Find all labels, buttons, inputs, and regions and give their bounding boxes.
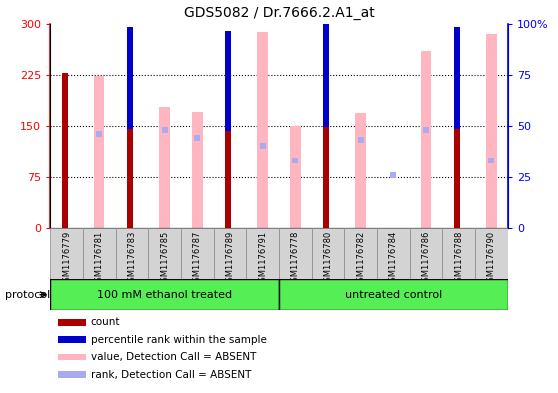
Text: GSM1176784: GSM1176784 xyxy=(389,230,398,287)
Bar xyxy=(214,228,246,279)
Bar xyxy=(148,228,181,279)
Bar xyxy=(160,107,170,228)
Bar xyxy=(225,74,231,228)
Bar xyxy=(324,33,329,228)
Bar xyxy=(127,27,133,129)
Bar xyxy=(279,279,508,310)
Bar xyxy=(50,279,279,310)
Text: GSM1176779: GSM1176779 xyxy=(62,230,71,287)
Text: GSM1176789: GSM1176789 xyxy=(225,230,234,287)
Text: GSM1176790: GSM1176790 xyxy=(487,230,496,286)
Text: GSM1176791: GSM1176791 xyxy=(258,230,267,286)
Bar xyxy=(454,36,460,228)
Text: 100 mM ethanol treated: 100 mM ethanol treated xyxy=(97,290,232,300)
Title: GDS5082 / Dr.7666.2.A1_at: GDS5082 / Dr.7666.2.A1_at xyxy=(184,6,374,20)
Text: value, Detection Call = ABSENT: value, Detection Call = ABSENT xyxy=(90,352,256,362)
Bar xyxy=(127,28,133,228)
Bar xyxy=(181,228,214,279)
Text: GSM1176788: GSM1176788 xyxy=(454,230,463,287)
Bar xyxy=(192,112,203,228)
Bar xyxy=(58,319,86,326)
Bar xyxy=(290,126,301,228)
Bar xyxy=(58,371,86,378)
Bar xyxy=(344,228,377,279)
Bar xyxy=(279,228,312,279)
Bar xyxy=(486,34,497,228)
Text: GSM1176785: GSM1176785 xyxy=(160,230,169,287)
Text: untreated control: untreated control xyxy=(345,290,442,300)
Text: count: count xyxy=(90,318,120,327)
Bar xyxy=(94,76,104,228)
Bar xyxy=(377,228,410,279)
Text: GSM1176783: GSM1176783 xyxy=(127,230,136,287)
Bar xyxy=(312,228,344,279)
Bar xyxy=(62,73,68,228)
Bar xyxy=(442,228,475,279)
Text: GSM1176782: GSM1176782 xyxy=(356,230,365,287)
Bar xyxy=(324,23,329,127)
Bar xyxy=(116,228,148,279)
Bar xyxy=(58,354,86,360)
Text: GSM1176778: GSM1176778 xyxy=(291,230,300,287)
Text: GSM1176787: GSM1176787 xyxy=(193,230,202,287)
Bar xyxy=(246,228,279,279)
Text: percentile rank within the sample: percentile rank within the sample xyxy=(90,335,267,345)
Text: GSM1176786: GSM1176786 xyxy=(422,230,431,287)
Bar xyxy=(50,228,83,279)
Bar xyxy=(421,51,431,228)
Bar xyxy=(355,114,366,228)
Text: protocol: protocol xyxy=(5,290,50,300)
Bar xyxy=(257,33,268,228)
Bar xyxy=(83,228,116,279)
Text: GSM1176780: GSM1176780 xyxy=(324,230,333,287)
Text: GSM1176781: GSM1176781 xyxy=(95,230,104,287)
Bar xyxy=(475,228,508,279)
Bar xyxy=(58,336,86,343)
Bar xyxy=(225,31,231,131)
Bar xyxy=(454,27,460,129)
Bar xyxy=(410,228,442,279)
Text: rank, Detection Call = ABSENT: rank, Detection Call = ABSENT xyxy=(90,369,251,380)
